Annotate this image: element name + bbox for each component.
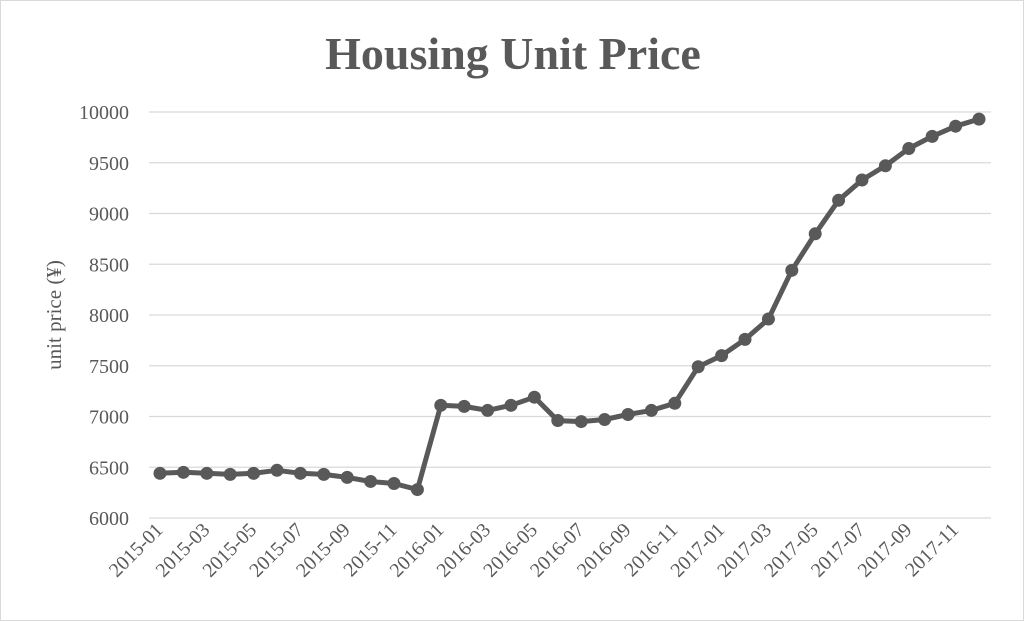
y-tick-label: 8500: [89, 254, 129, 276]
data-point: [457, 399, 471, 413]
y-tick-label: 9500: [89, 153, 129, 175]
y-tick-label: 8000: [89, 305, 129, 327]
y-axis-label: unit price (¥): [42, 260, 66, 370]
data-point: [317, 467, 331, 481]
data-point: [621, 407, 635, 421]
series-line: [157, 116, 982, 493]
data-point: [715, 349, 729, 363]
chart-title: Housing Unit Price: [325, 28, 701, 79]
data-point: [574, 415, 588, 429]
y-tick-label: 9000: [89, 204, 129, 226]
data-point: [785, 263, 799, 277]
y-tick-labels: 6000 6500 7000 7500 8000 8500 9000 9500 10000: [79, 102, 129, 530]
data-point: [832, 193, 846, 207]
data-point: [972, 112, 986, 126]
gridlines: [149, 111, 991, 519]
data-point: [364, 474, 378, 488]
data-point: [598, 413, 612, 427]
data-point: [387, 476, 401, 490]
data-point: [527, 390, 541, 404]
data-point: [925, 129, 939, 143]
data-points: [153, 112, 986, 497]
data-point: [761, 312, 775, 326]
data-point: [176, 465, 190, 479]
data-point: [223, 467, 237, 481]
y-tick-label: 6000: [89, 508, 129, 530]
data-point: [738, 332, 752, 346]
data-point: [200, 466, 214, 480]
data-point: [644, 403, 658, 417]
y-tick-label: 6500: [89, 457, 129, 479]
data-point: [808, 227, 822, 241]
series-line-path: [157, 116, 982, 493]
data-point: [247, 466, 261, 480]
data-point: [668, 396, 682, 410]
data-point: [270, 463, 284, 477]
data-point: [691, 360, 705, 374]
data-point: [293, 466, 307, 480]
x-tick-labels: 2015-012015-032015-052015-072015-092015-…: [105, 519, 963, 582]
data-point: [902, 142, 916, 156]
data-point: [551, 414, 565, 428]
data-point: [410, 483, 424, 497]
data-point: [434, 398, 448, 412]
data-point: [153, 466, 167, 480]
y-tick-label: 7500: [89, 356, 129, 378]
y-tick-label: 7000: [89, 407, 129, 429]
data-point: [340, 470, 354, 484]
data-point: [855, 173, 869, 187]
x-tick-label: 2017-11: [901, 519, 963, 581]
y-tick-label: 10000: [79, 102, 129, 124]
data-point: [504, 398, 518, 412]
data-point: [949, 119, 963, 133]
data-point: [481, 403, 495, 417]
data-point: [878, 159, 892, 173]
